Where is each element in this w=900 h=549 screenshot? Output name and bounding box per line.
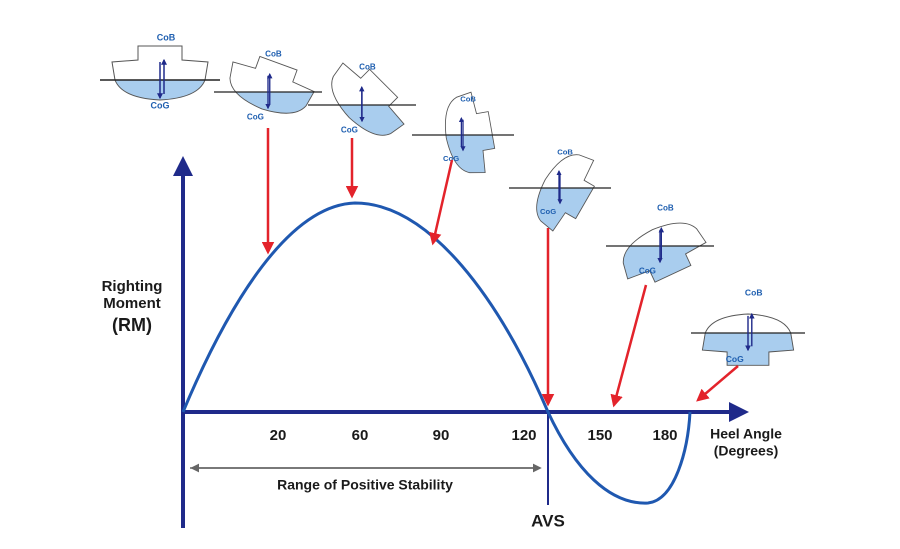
pointer-arrow — [696, 365, 739, 402]
hull-outline — [536, 154, 595, 232]
hull-outline — [331, 62, 405, 136]
range-label: Range of Positive Stability — [277, 477, 453, 493]
hull-icon: CoB CoG — [213, 49, 323, 121]
cog-label: CoG — [151, 100, 170, 110]
underwater — [445, 135, 495, 173]
cog-label: CoG — [639, 266, 656, 275]
cob-label: CoB — [157, 32, 176, 42]
hull-outline — [622, 222, 707, 283]
x-tick-label: 90 — [433, 427, 450, 444]
hull-underwater — [536, 188, 595, 231]
underwater — [229, 92, 315, 114]
cog-label: CoG — [443, 154, 459, 163]
cog-label: CoG — [247, 112, 264, 121]
hull-icon: CoB CoG — [100, 32, 220, 110]
hull-underwater — [229, 92, 315, 114]
hull-outline — [111, 45, 209, 101]
hull-underwater — [445, 135, 495, 173]
cob-label: CoB — [657, 203, 674, 212]
hull-underwater — [623, 246, 706, 283]
y-axis-label: Moment — [103, 295, 161, 312]
hull-icon: CoB CoG — [411, 91, 515, 174]
x-tick-label: 60 — [352, 427, 369, 444]
hull-icon: CoB CoG — [307, 62, 417, 136]
y-axis-unit: (RM) — [112, 315, 152, 335]
pointer-arrow — [610, 284, 648, 408]
hull-icon: CoB CoG — [508, 147, 612, 232]
cob-label: CoB — [557, 147, 573, 156]
cob-label: CoB — [265, 49, 282, 58]
hull-outline — [444, 91, 496, 174]
y-axis-label: Righting — [102, 278, 163, 295]
x-tick-label: 150 — [587, 427, 612, 444]
cog-label: CoG — [726, 354, 744, 364]
cob-label: CoB — [460, 94, 476, 103]
x-axis-label: Heel Angle — [710, 426, 782, 442]
cob-label: CoB — [359, 62, 376, 71]
righting-moment-curve — [181, 201, 692, 505]
pointer-arrows — [261, 128, 739, 408]
underwater — [623, 246, 706, 283]
cog-label: CoG — [540, 207, 556, 216]
underwater — [536, 188, 595, 231]
avs-label: AVS — [531, 511, 565, 530]
x-tick-label: 180 — [652, 427, 677, 444]
hull-icon: CoB CoG — [605, 203, 715, 283]
pointer-arrow — [429, 159, 454, 246]
x-axis-label: (Degrees) — [714, 443, 779, 459]
x-tick-label: 120 — [511, 427, 536, 444]
hull-icon: CoB CoG — [690, 287, 806, 366]
x-tick-label: 20 — [270, 427, 287, 444]
x-ticks: 20 60 90 120 150 180 — [270, 427, 678, 444]
cog-label: CoG — [341, 125, 358, 134]
hull-underwater — [331, 105, 405, 136]
axes — [173, 156, 749, 528]
hull-outline — [701, 313, 795, 366]
cob-label: CoB — [745, 287, 763, 297]
underwater — [331, 105, 405, 136]
